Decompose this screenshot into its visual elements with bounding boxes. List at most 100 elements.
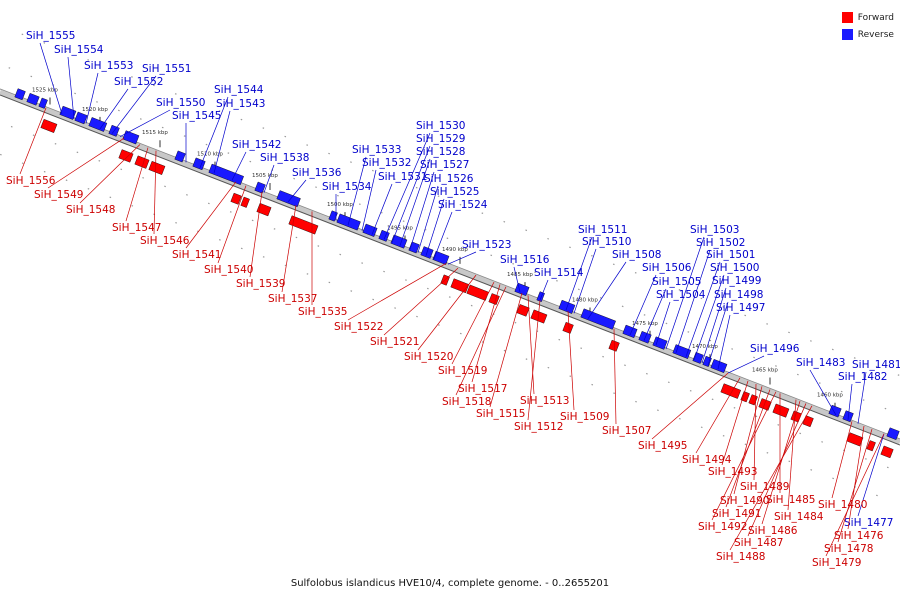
forward-gene xyxy=(748,394,758,406)
forward-gene-label-leader xyxy=(733,386,763,495)
tick-label: 1515 kbp xyxy=(142,130,168,136)
reverse-gene xyxy=(432,250,450,265)
forward-gene xyxy=(134,155,150,169)
forward-gene-label-leader xyxy=(455,286,507,396)
forward-gene-label: SiH_1507 xyxy=(602,425,651,437)
reverse-gene-label: SiH_1553 xyxy=(84,60,133,72)
forward-gene-label: SiH_1512 xyxy=(514,421,563,433)
forward-gene-label: SiH_1491 xyxy=(712,508,761,520)
forward-gene xyxy=(720,383,742,399)
forward-gene xyxy=(846,432,864,447)
forward-gene-label-leader xyxy=(79,144,141,204)
reverse-gene-label: SiH_1505 xyxy=(652,276,701,288)
reverse-gene-label: SiH_1508 xyxy=(612,249,661,261)
reverse-gene xyxy=(26,93,40,106)
reverse-gene-label: SiH_1542 xyxy=(232,139,281,151)
forward-gene-label-leader xyxy=(825,433,885,557)
reverse-gene xyxy=(622,324,638,339)
reverse-gene xyxy=(74,111,88,125)
reverse-gene-label: SiH_1530 xyxy=(416,120,465,132)
reverse-gene-label: SiH_1502 xyxy=(696,237,745,249)
reverse-gene-label: SiH_1482 xyxy=(838,371,887,383)
reverse-gene-label: SiH_1499 xyxy=(712,275,761,287)
tick-label: 1525 kbp xyxy=(32,87,58,93)
reverse-gene-label: SiH_1554 xyxy=(54,44,104,56)
reverse-gene-label-leader xyxy=(629,274,657,336)
reverse-gene xyxy=(14,88,26,101)
forward-gene-label: SiH_1495 xyxy=(638,440,687,452)
forward-gene-label: SiH_1492 xyxy=(698,521,747,533)
forward-gene-label-leader xyxy=(847,425,865,530)
reverse-gene-label: SiH_1501 xyxy=(706,249,755,261)
tick-label: 1490 kbp xyxy=(442,247,468,253)
forward-gene-label: SiH_1547 xyxy=(112,222,161,234)
reverse-gene-label-leader xyxy=(383,132,431,240)
tick-label: 1495 kbp xyxy=(387,226,413,232)
forward-gene-label-leader xyxy=(347,263,447,321)
reverse-gene-label-leader xyxy=(347,156,367,226)
forward-gene xyxy=(740,391,750,403)
reverse-gene xyxy=(652,336,668,350)
forward-gene-label: SiH_1540 xyxy=(204,264,253,276)
reverse-gene-label: SiH_1481 xyxy=(852,359,900,371)
reverse-gene-label: SiH_1544 xyxy=(214,84,264,96)
reverse-gene-label-leader xyxy=(67,56,75,119)
reverse-gene-label: SiH_1504 xyxy=(656,289,706,301)
reverse-gene-label: SiH_1532 xyxy=(362,157,411,169)
reverse-gene-label: SiH_1536 xyxy=(292,167,342,179)
reverse-gene-label: SiH_1529 xyxy=(416,133,465,145)
reverse-gene-label: SiH_1545 xyxy=(172,110,221,122)
reverse-gene-label-leader xyxy=(655,301,671,346)
reverse-gene-label-leader xyxy=(409,171,435,250)
forward-gene-label-leader xyxy=(761,401,801,525)
reverse-gene-label-leader xyxy=(231,151,247,181)
reverse-gene xyxy=(174,150,186,163)
reverse-gene-label: SiH_1523 xyxy=(462,239,511,251)
reverse-gene-label-leader xyxy=(39,42,63,115)
forward-gene-label: SiH_1486 xyxy=(748,525,798,537)
reverse-gene-label: SiH_1511 xyxy=(578,224,627,236)
reverse-gene-label-leader xyxy=(565,236,593,311)
forward-gene xyxy=(240,196,250,208)
forward-gene-label: SiH_1541 xyxy=(172,249,221,261)
reverse-gene-label-leader xyxy=(643,288,667,341)
forward-gene-label: SiH_1513 xyxy=(520,395,569,407)
legend-forward-label: Forward xyxy=(857,12,894,23)
reverse-gene-label-leader xyxy=(685,261,721,357)
forward-gene-label: SiH_1515 xyxy=(476,408,525,420)
reverse-gene-label: SiH_1524 xyxy=(438,199,488,211)
forward-gene xyxy=(562,321,574,334)
tick-label: 1475 kbp xyxy=(632,321,658,327)
forward-gene xyxy=(772,403,790,418)
tick-label: 1505 kbp xyxy=(252,173,278,179)
forward-gene-label-leader xyxy=(613,328,617,425)
reverse-gene-label-leader xyxy=(857,433,885,517)
reverse-gene xyxy=(88,117,108,132)
forward-gene-label: SiH_1549 xyxy=(34,189,83,201)
reverse-gene xyxy=(702,355,712,367)
forward-gene xyxy=(288,215,319,235)
forward-gene-label-leader xyxy=(417,274,477,351)
backbone-shadow xyxy=(0,94,900,446)
reverse-gene-label: SiH_1503 xyxy=(690,224,739,236)
forward-gene-label-leader xyxy=(249,191,263,278)
forward-swatch xyxy=(841,12,853,23)
forward-gene-label-leader xyxy=(711,391,777,521)
forward-gene-label: SiH_1546 xyxy=(140,235,190,247)
forward-gene-label-leader xyxy=(185,181,237,249)
forward-gene xyxy=(866,440,876,452)
forward-gene xyxy=(118,149,134,163)
forward-gene-label-leader xyxy=(721,380,749,466)
forward-gene-label: SiH_1517 xyxy=(458,383,507,395)
forward-gene-label-leader xyxy=(281,205,297,293)
forward-gene-label: SiH_1488 xyxy=(716,551,765,563)
reverse-gene-label-leader xyxy=(539,279,549,301)
forward-gene-label-leader xyxy=(19,107,47,175)
reverse-gene-label-leader xyxy=(857,371,867,424)
forward-gene xyxy=(488,293,500,305)
reverse-gene-label-leader xyxy=(263,164,275,193)
forward-gene-label-leader xyxy=(217,185,247,264)
forward-gene-label: SiH_1490 xyxy=(720,495,769,507)
reverse-gene-label-leader xyxy=(213,110,231,174)
reverse-gene-label-leader xyxy=(287,179,307,203)
